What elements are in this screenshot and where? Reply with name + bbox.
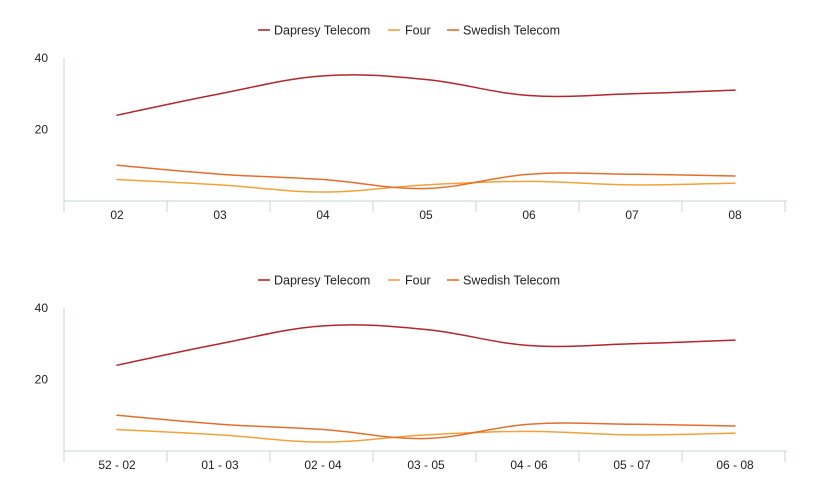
y-tick-label: 40 — [35, 51, 49, 65]
y-tick-label: 20 — [35, 373, 49, 387]
x-tick-label: 04 — [316, 208, 330, 222]
x-tick-label: 01 - 03 — [201, 458, 239, 472]
series-line[interactable] — [116, 324, 736, 366]
line-chart-2: Dapresy Telecom Four Swedish Telecom 20 40 52… — [35, 274, 787, 472]
x-tick-label: 05 — [419, 208, 433, 222]
legend-item[interactable]: Swedish Telecom — [447, 24, 560, 38]
x-tick-label: 02 — [110, 208, 124, 222]
x-tick-label: 08 — [728, 208, 742, 222]
line-chart-1: Dapresy Telecom Four Swedish Telecom 20 40 02… — [35, 24, 787, 222]
x-tick-label: 02 - 04 — [304, 458, 342, 472]
legend-item[interactable]: Dapresy Telecom — [258, 274, 370, 288]
legend-label: Swedish Telecom — [463, 24, 560, 38]
series-line[interactable] — [116, 414, 736, 440]
x-tick-label: 07 — [625, 208, 639, 222]
legend-item[interactable]: Swedish Telecom — [447, 274, 560, 288]
series-line[interactable] — [116, 178, 736, 193]
x-tick-label: 06 - 08 — [716, 458, 754, 472]
y-tick-label: 20 — [35, 123, 49, 137]
series-line[interactable] — [116, 74, 736, 116]
x-tick-label: 03 - 05 — [407, 458, 445, 472]
series-line[interactable] — [116, 164, 736, 190]
legend-label: Four — [405, 24, 431, 38]
legend: Dapresy Telecom Four Swedish Telecom — [258, 274, 560, 288]
legend: Dapresy Telecom Four Swedish Telecom — [258, 24, 560, 38]
x-tick-label: 06 — [522, 208, 536, 222]
legend-label: Dapresy Telecom — [274, 24, 370, 38]
legend-label: Four — [405, 274, 431, 288]
legend-label: Dapresy Telecom — [274, 274, 370, 288]
legend-item[interactable]: Dapresy Telecom — [258, 24, 370, 38]
series-line[interactable] — [116, 428, 736, 443]
legend-label: Swedish Telecom — [463, 274, 560, 288]
x-tick-label: 05 - 07 — [613, 458, 651, 472]
x-tick-label: 52 - 02 — [98, 458, 136, 472]
x-tick-label: 04 - 06 — [510, 458, 548, 472]
x-tick-label: 03 — [213, 208, 227, 222]
legend-item[interactable]: Four — [388, 274, 431, 288]
y-tick-label: 40 — [35, 301, 49, 315]
legend-item[interactable]: Four — [388, 24, 431, 38]
